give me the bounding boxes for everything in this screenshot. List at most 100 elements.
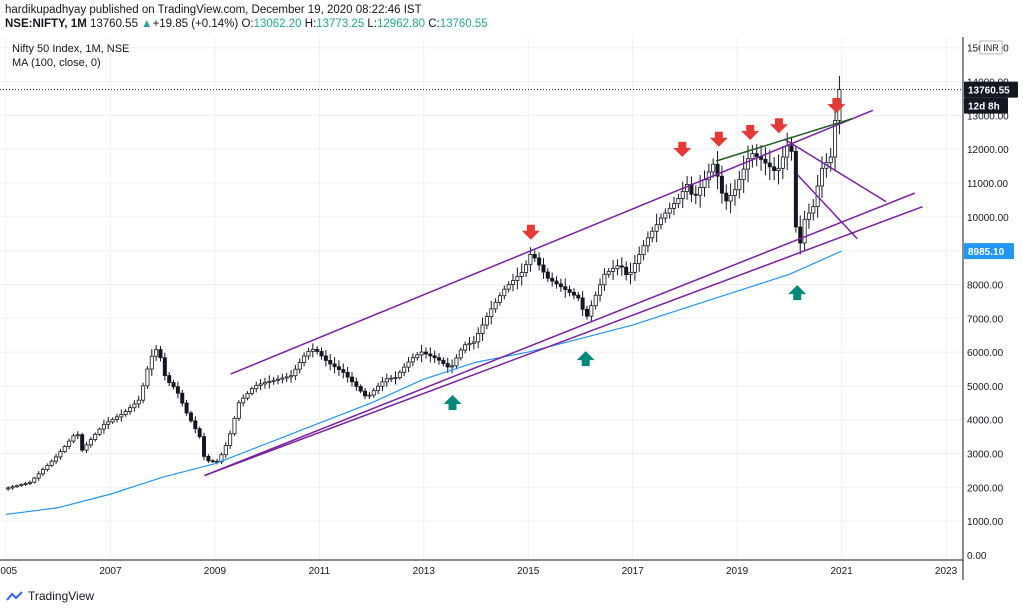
candle-body [267, 380, 272, 383]
candle [820, 156, 825, 198]
candle-body [149, 355, 154, 370]
last-price-badge-bg [964, 81, 1018, 98]
down-arrow-icon [769, 118, 788, 134]
candle [415, 352, 420, 361]
candle [602, 268, 607, 291]
currency-indicator: INR [979, 40, 1003, 55]
candle-body [110, 418, 115, 423]
candle-body [276, 378, 281, 381]
candle-body [289, 375, 294, 378]
candle [258, 379, 263, 391]
candle [371, 387, 376, 398]
candle [136, 395, 141, 409]
x-tick-label: 2017 [622, 566, 645, 577]
candle-body [519, 272, 524, 277]
candle-body [97, 428, 102, 435]
candle [184, 399, 189, 417]
candle-body [441, 359, 446, 364]
candle-body [528, 253, 533, 266]
candle-body [328, 360, 333, 365]
candle [149, 349, 154, 377]
up-arrow-icon [788, 285, 807, 301]
candle-body [219, 454, 224, 463]
candle [188, 410, 193, 423]
candle-body [232, 417, 237, 435]
candle [589, 300, 594, 322]
candle [114, 413, 119, 423]
brand-label: TradingView [28, 589, 95, 603]
candle-body [541, 264, 546, 273]
candle-body [262, 382, 267, 385]
candle-body [106, 421, 111, 425]
x-tick-label: 2013 [413, 566, 436, 577]
candle-body [450, 365, 455, 368]
candle [632, 254, 637, 281]
candle [271, 376, 276, 385]
candle-body [319, 351, 324, 357]
candle-body [754, 153, 759, 157]
candle-body [576, 294, 581, 299]
up-arrow-icon [443, 395, 462, 411]
tradingview-branding[interactable]: TradingView [6, 589, 94, 603]
y-tick-label: 8000.00 [967, 280, 1004, 291]
candle-body [236, 402, 241, 419]
candle-body [484, 316, 489, 326]
candle-body [471, 341, 476, 344]
candle-body [297, 362, 302, 370]
candle-body [602, 273, 607, 286]
candle [580, 291, 585, 317]
candle [445, 357, 450, 373]
candle [402, 363, 407, 377]
candle [663, 208, 668, 223]
candle [484, 312, 489, 330]
candle [767, 149, 772, 181]
trendline-wedge-to-lower [796, 174, 858, 240]
price-axis [964, 37, 1023, 580]
x-tick-label: 2023 [935, 566, 958, 577]
candle [280, 373, 285, 384]
candle [210, 459, 215, 463]
candle-body [480, 324, 485, 334]
candle [672, 196, 677, 216]
candle-body [32, 477, 37, 483]
candle [641, 240, 646, 261]
candle [162, 352, 167, 381]
candle-body [550, 277, 555, 282]
candle-body [423, 351, 428, 355]
candle [511, 273, 516, 292]
currency-label: INR [983, 43, 999, 53]
candle [228, 430, 233, 449]
candle-body [680, 191, 685, 199]
candle [437, 353, 442, 365]
x-tick-label: 2015 [517, 566, 540, 577]
candle-body [228, 433, 233, 446]
candle [141, 382, 146, 404]
candle-body [571, 291, 576, 296]
candle [724, 184, 729, 210]
x-tick-label: 2019 [726, 566, 749, 577]
legend-title: Nifty 50 Index, 1M, NSE [12, 43, 129, 55]
candle [128, 404, 133, 415]
last-price: 13760.55 [90, 18, 138, 30]
candle-body [171, 382, 176, 388]
candle-body [184, 402, 189, 414]
candle-body [241, 397, 246, 404]
symbol: NSE:NIFTY, 1M [5, 18, 87, 30]
candle [254, 381, 259, 393]
candle-body [624, 266, 629, 276]
candle [236, 400, 241, 421]
candle-body [524, 264, 529, 273]
candle [206, 454, 211, 464]
candle [584, 305, 589, 320]
candle-body [19, 484, 24, 487]
candle [693, 185, 698, 205]
candle [40, 467, 45, 477]
candle [497, 292, 502, 306]
candle-body [40, 469, 45, 475]
candle-body [532, 253, 537, 259]
candle [410, 353, 415, 367]
candle-body [58, 451, 63, 458]
candle-body [341, 369, 346, 373]
currency-box [979, 40, 1003, 55]
